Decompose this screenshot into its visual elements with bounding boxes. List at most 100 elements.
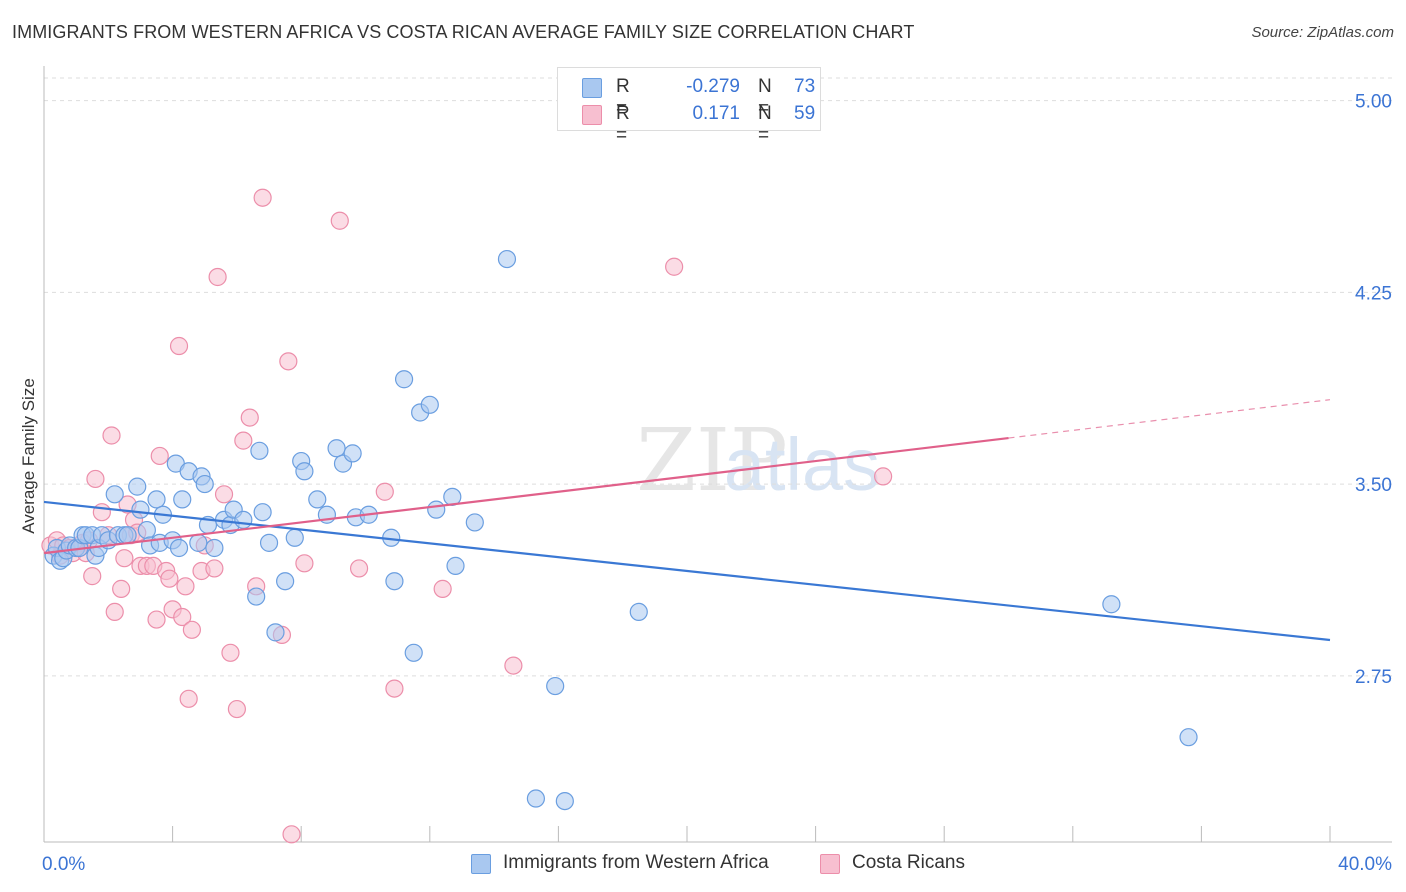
- data-point-costa-ricans: [173, 607, 192, 627]
- data-point-western-africa: [253, 503, 272, 522]
- data-point-costa-ricans: [208, 267, 227, 287]
- data-point-western-africa: [205, 538, 224, 558]
- data-point-western-africa: [497, 249, 517, 269]
- data-point-costa-ricans: [86, 469, 105, 489]
- data-point-western-africa: [247, 587, 266, 606]
- legend-item-label: Immigrants from Western Africa: [503, 852, 769, 873]
- data-point-western-africa: [1102, 595, 1121, 614]
- data-point-western-africa: [629, 602, 648, 622]
- data-point-western-africa: [234, 510, 253, 529]
- data-point-costa-ricans: [282, 825, 301, 844]
- data-point-western-africa: [189, 533, 208, 552]
- data-point-western-africa: [427, 500, 446, 519]
- data-point-costa-ricans: [176, 577, 195, 596]
- data-point-western-africa: [343, 444, 362, 463]
- data-point-western-africa: [420, 395, 439, 414]
- legend-item-label: Costa Ricans: [852, 852, 965, 873]
- trendline-costa-ricans-extension: [1008, 399, 1331, 439]
- data-point-western-africa: [266, 623, 285, 642]
- y-tick-label: 4.25: [1355, 283, 1392, 304]
- data-point-costa-ricans: [105, 602, 124, 622]
- trendline-costa-ricans: [43, 436, 1009, 555]
- data-point-western-africa: [308, 490, 327, 509]
- data-point-costa-ricans: [102, 426, 121, 445]
- data-point-western-africa: [1179, 728, 1198, 747]
- y-axis-label: Average Family Size: [19, 378, 38, 534]
- legend-n-value: 73: [794, 76, 816, 97]
- data-point-western-africa: [546, 676, 565, 696]
- legend-swatch-blue: [582, 78, 602, 98]
- data-point-costa-ricans: [504, 656, 523, 675]
- data-point-costa-ricans: [234, 431, 253, 450]
- data-point-western-africa: [105, 485, 124, 504]
- data-point-costa-ricans: [295, 554, 314, 573]
- data-point-western-africa: [385, 572, 404, 591]
- data-point-costa-ricans: [160, 569, 179, 588]
- data-point-costa-ricans: [92, 503, 111, 522]
- data-point-costa-ricans: [150, 446, 169, 466]
- data-point-costa-ricans: [330, 211, 349, 230]
- data-point-costa-ricans: [182, 620, 201, 639]
- data-point-western-africa: [394, 370, 414, 389]
- data-point-costa-ricans: [115, 549, 134, 568]
- y-tick-label: 5.00: [1355, 92, 1392, 113]
- data-point-western-africa: [285, 528, 304, 547]
- data-point-costa-ricans: [385, 679, 404, 698]
- data-point-western-africa: [276, 572, 295, 591]
- y-tick-label: 2.75: [1355, 667, 1392, 688]
- correlation-legend: R = -0.279 N = 73 R = 0.171 N = 59: [557, 67, 821, 146]
- data-point-western-africa: [404, 643, 423, 662]
- data-point-western-africa: [295, 462, 314, 481]
- watermark-atlas: atlas: [724, 423, 880, 506]
- data-point-costa-ricans: [205, 559, 224, 578]
- data-point-costa-ricans: [83, 567, 102, 586]
- data-point-western-africa: [137, 520, 156, 540]
- legend-r-value: 0.171: [692, 103, 740, 124]
- x-tick-label: 0.0%: [42, 854, 85, 875]
- data-point-western-africa: [465, 513, 484, 532]
- data-point-western-africa: [555, 791, 574, 811]
- data-point-costa-ricans: [279, 352, 298, 371]
- data-point-costa-ricans: [375, 482, 394, 501]
- legend-r-label: R =: [616, 103, 630, 146]
- data-point-costa-ricans: [665, 257, 684, 276]
- data-point-costa-ricans: [253, 188, 272, 207]
- data-point-western-africa: [446, 556, 465, 575]
- data-point-western-africa: [128, 477, 147, 496]
- data-point-costa-ricans: [227, 699, 246, 719]
- data-point-costa-ricans: [874, 467, 893, 486]
- data-point-western-africa: [259, 533, 279, 552]
- data-point-costa-ricans: [147, 610, 166, 629]
- legend-swatch-pink: [582, 105, 602, 125]
- data-point-western-africa: [147, 490, 166, 509]
- chart-title: IMMIGRANTS FROM WESTERN AFRICA VS COSTA …: [12, 22, 915, 42]
- legend-n-label: N =: [758, 76, 772, 119]
- data-point-western-africa: [195, 474, 214, 494]
- source-label: Source: ZipAtlas.com: [1251, 24, 1394, 41]
- data-point-costa-ricans: [240, 408, 259, 427]
- data-point-costa-ricans: [221, 643, 240, 662]
- data-point-costa-ricans: [179, 689, 198, 708]
- data-point-western-africa: [526, 789, 545, 808]
- data-point-western-africa: [250, 441, 269, 460]
- data-point-western-africa: [327, 439, 346, 458]
- data-point-western-africa: [173, 490, 192, 509]
- legend-r-value: -0.279: [686, 76, 740, 97]
- legend-swatch-pink: [820, 854, 840, 874]
- data-point-western-africa: [118, 526, 137, 545]
- data-point-costa-ricans: [169, 336, 189, 356]
- data-point-western-africa: [131, 500, 150, 519]
- data-point-costa-ricans: [349, 559, 369, 578]
- y-tick-label: 3.50: [1355, 475, 1392, 496]
- legend-r-label: R =: [616, 76, 630, 119]
- trendline-western-africa: [43, 500, 1331, 642]
- legend-n-label: N =: [758, 103, 772, 146]
- legend-swatch-blue: [471, 854, 491, 874]
- watermark-zip: ZIP: [636, 411, 788, 511]
- x-tick-label: 40.0%: [1338, 854, 1392, 875]
- data-point-costa-ricans: [112, 579, 131, 598]
- data-point-costa-ricans: [433, 579, 452, 598]
- legend-n-value: 59: [794, 103, 816, 124]
- data-point-costa-ricans: [214, 485, 234, 504]
